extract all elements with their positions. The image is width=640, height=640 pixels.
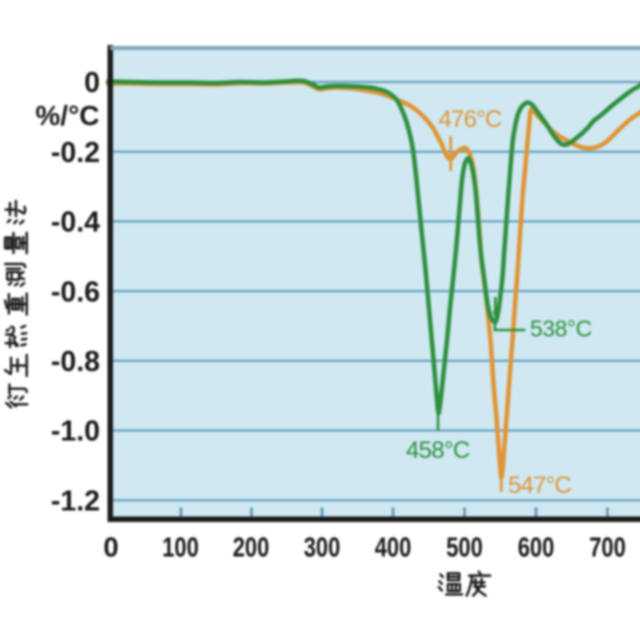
svg-text:600: 600 [518, 532, 555, 563]
svg-text:-0.6: -0.6 [51, 276, 100, 308]
svg-text:0: 0 [103, 532, 118, 563]
svg-text:-0.4: -0.4 [51, 207, 100, 239]
svg-text:0: 0 [84, 67, 100, 99]
svg-text:700: 700 [589, 532, 626, 563]
svg-text:%/°C: %/°C [35, 100, 99, 131]
svg-text:300: 300 [304, 532, 341, 563]
svg-text:476°C: 476°C [439, 106, 502, 133]
svg-text:-0.8: -0.8 [51, 346, 100, 378]
svg-text:500: 500 [446, 532, 483, 563]
svg-text:400: 400 [375, 532, 412, 563]
svg-text:200: 200 [233, 532, 270, 563]
svg-text:-0.2: -0.2 [51, 137, 100, 169]
svg-text:547°C: 547°C [508, 472, 571, 499]
svg-text:-1.0: -1.0 [51, 416, 100, 448]
svg-text:100: 100 [162, 532, 199, 563]
svg-text:-1.2: -1.2 [51, 485, 100, 517]
svg-text:458°C: 458°C [406, 437, 470, 464]
svg-text:538°C: 538°C [530, 316, 592, 342]
